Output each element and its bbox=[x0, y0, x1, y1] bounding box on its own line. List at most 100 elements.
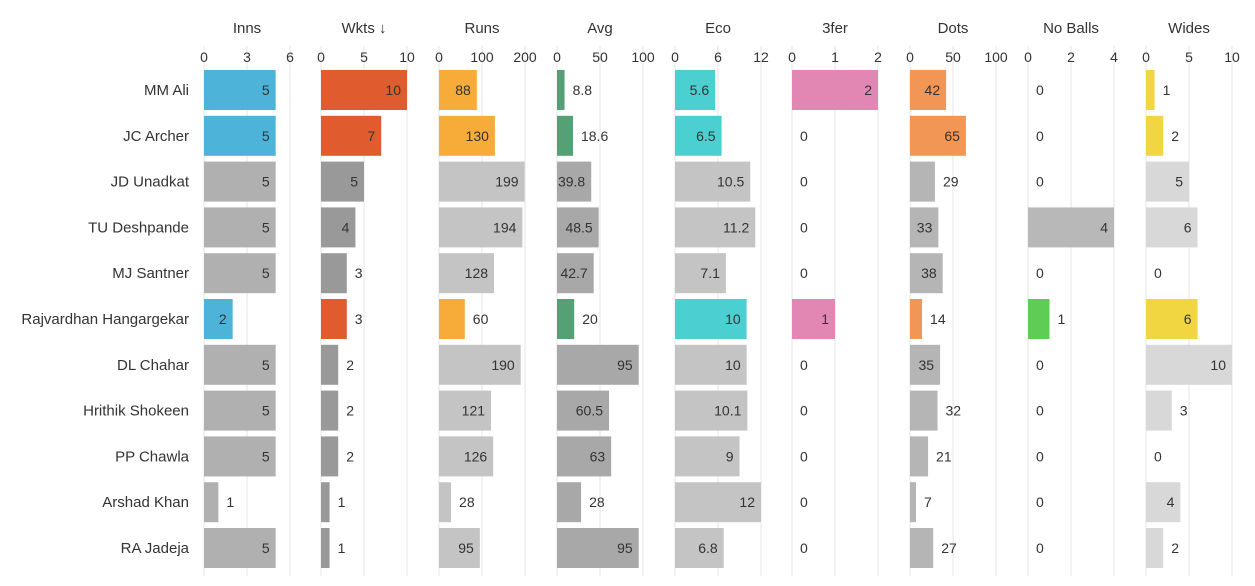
value-label-6-4: 38 bbox=[921, 265, 937, 281]
bar-2-9 bbox=[439, 482, 452, 523]
value-label-0-1: 5 bbox=[262, 128, 270, 144]
bar-3-0 bbox=[557, 70, 565, 110]
bar-4-5 bbox=[675, 299, 747, 339]
value-label-6-2: 29 bbox=[943, 174, 959, 190]
player-name-8: PP Chawla bbox=[115, 448, 190, 465]
value-label-3-4: 42.7 bbox=[560, 265, 587, 281]
value-label-6-8: 21 bbox=[936, 448, 952, 464]
bar-3-10 bbox=[557, 528, 639, 568]
bar-0-1 bbox=[204, 115, 276, 156]
value-label-7-2: 0 bbox=[1036, 174, 1044, 190]
bar-3-9 bbox=[557, 482, 582, 523]
value-label-8-9: 4 bbox=[1167, 494, 1175, 510]
bar-2-10 bbox=[439, 528, 480, 568]
value-label-5-7: 0 bbox=[800, 403, 808, 419]
value-label-4-4: 7.1 bbox=[700, 265, 720, 281]
bar-8-1 bbox=[1146, 115, 1164, 156]
tick-label-1-0: 0 bbox=[317, 49, 325, 65]
value-label-8-3: 6 bbox=[1184, 219, 1192, 235]
value-label-3-5: 20 bbox=[582, 311, 598, 327]
bar-1-8 bbox=[321, 436, 339, 477]
value-label-5-3: 0 bbox=[800, 219, 808, 235]
value-label-7-4: 0 bbox=[1036, 265, 1044, 281]
value-label-3-9: 28 bbox=[589, 494, 605, 510]
bar-6-3 bbox=[910, 207, 939, 248]
column-title-2: Runs bbox=[464, 20, 499, 37]
tick-label-6-1: 50 bbox=[945, 49, 961, 65]
bar-6-0 bbox=[910, 70, 947, 110]
value-label-2-4: 128 bbox=[465, 265, 489, 281]
value-label-6-3: 33 bbox=[917, 219, 933, 235]
player-name-3: TU Deshpande bbox=[88, 219, 189, 236]
value-label-5-4: 0 bbox=[800, 265, 808, 281]
value-label-6-5: 14 bbox=[930, 311, 946, 327]
value-label-1-10: 1 bbox=[338, 540, 346, 556]
tick-label-3-0: 0 bbox=[553, 49, 561, 65]
tick-label-2-0: 0 bbox=[435, 49, 443, 65]
column-title-1: Wkts ↓ bbox=[342, 20, 387, 37]
column-title-4: Eco bbox=[705, 20, 731, 37]
bar-4-9 bbox=[675, 482, 761, 523]
tick-label-5-0: 0 bbox=[788, 49, 796, 65]
value-label-6-9: 7 bbox=[924, 494, 932, 510]
value-label-5-5: 1 bbox=[821, 311, 829, 327]
bar-0-2 bbox=[204, 161, 276, 202]
bar-4-4 bbox=[675, 253, 726, 294]
bar-6-10 bbox=[910, 528, 934, 568]
bar-2-7 bbox=[439, 390, 492, 431]
tick-label-4-2: 12 bbox=[753, 49, 769, 65]
bar-8-6 bbox=[1146, 344, 1232, 385]
tick-label-0-0: 0 bbox=[200, 49, 208, 65]
bar-8-5 bbox=[1146, 299, 1198, 339]
value-label-8-7: 3 bbox=[1180, 403, 1188, 419]
value-label-4-7: 10.1 bbox=[714, 403, 741, 419]
value-label-1-9: 1 bbox=[338, 494, 346, 510]
value-label-4-9: 12 bbox=[739, 494, 755, 510]
player-name-1: JC Archer bbox=[123, 128, 189, 145]
bar-6-9 bbox=[910, 482, 917, 523]
bar-2-1 bbox=[439, 115, 495, 156]
value-label-3-7: 60.5 bbox=[576, 403, 603, 419]
bar-0-3 bbox=[204, 207, 276, 248]
bar-0-4 bbox=[204, 253, 276, 294]
value-label-8-5: 6 bbox=[1184, 311, 1192, 327]
bar-3-2 bbox=[557, 161, 592, 202]
bar-1-0 bbox=[321, 70, 407, 110]
value-label-0-6: 5 bbox=[262, 357, 270, 373]
bar-8-3 bbox=[1146, 207, 1198, 248]
bar-0-5 bbox=[204, 299, 233, 339]
value-label-7-9: 0 bbox=[1036, 494, 1044, 510]
value-label-0-8: 5 bbox=[262, 448, 270, 464]
value-label-0-9: 1 bbox=[226, 494, 234, 510]
value-label-3-3: 48.5 bbox=[565, 219, 592, 235]
value-label-1-8: 2 bbox=[346, 448, 354, 464]
bar-1-6 bbox=[321, 344, 339, 385]
bar-2-6 bbox=[439, 344, 521, 385]
value-label-7-6: 0 bbox=[1036, 357, 1044, 373]
column-title-3: Avg bbox=[587, 20, 613, 37]
bar-0-8 bbox=[204, 436, 276, 477]
value-label-0-10: 5 bbox=[262, 540, 270, 556]
bar-3-7 bbox=[557, 390, 610, 431]
value-label-6-1: 65 bbox=[944, 128, 960, 144]
value-label-6-0: 42 bbox=[925, 82, 941, 98]
bar-4-6 bbox=[675, 344, 747, 385]
value-label-6-6: 35 bbox=[919, 357, 935, 373]
value-label-7-7: 0 bbox=[1036, 403, 1044, 419]
tick-label-8-1: 5 bbox=[1185, 49, 1193, 65]
tick-label-3-2: 100 bbox=[631, 49, 655, 65]
value-label-7-8: 0 bbox=[1036, 448, 1044, 464]
value-label-4-0: 5.6 bbox=[690, 82, 710, 98]
tick-label-0-1: 3 bbox=[243, 49, 251, 65]
player-name-9: Arshad Khan bbox=[102, 494, 189, 511]
player-name-6: DL Chahar bbox=[117, 357, 189, 374]
bar-1-7 bbox=[321, 390, 339, 431]
bar-3-5 bbox=[557, 299, 575, 339]
value-label-3-0: 8.8 bbox=[573, 82, 593, 98]
tick-label-5-2: 2 bbox=[874, 49, 882, 65]
bar-0-7 bbox=[204, 390, 276, 431]
column-title-5: 3fer bbox=[822, 20, 848, 37]
tick-label-6-0: 0 bbox=[906, 49, 914, 65]
value-label-6-7: 32 bbox=[946, 403, 962, 419]
